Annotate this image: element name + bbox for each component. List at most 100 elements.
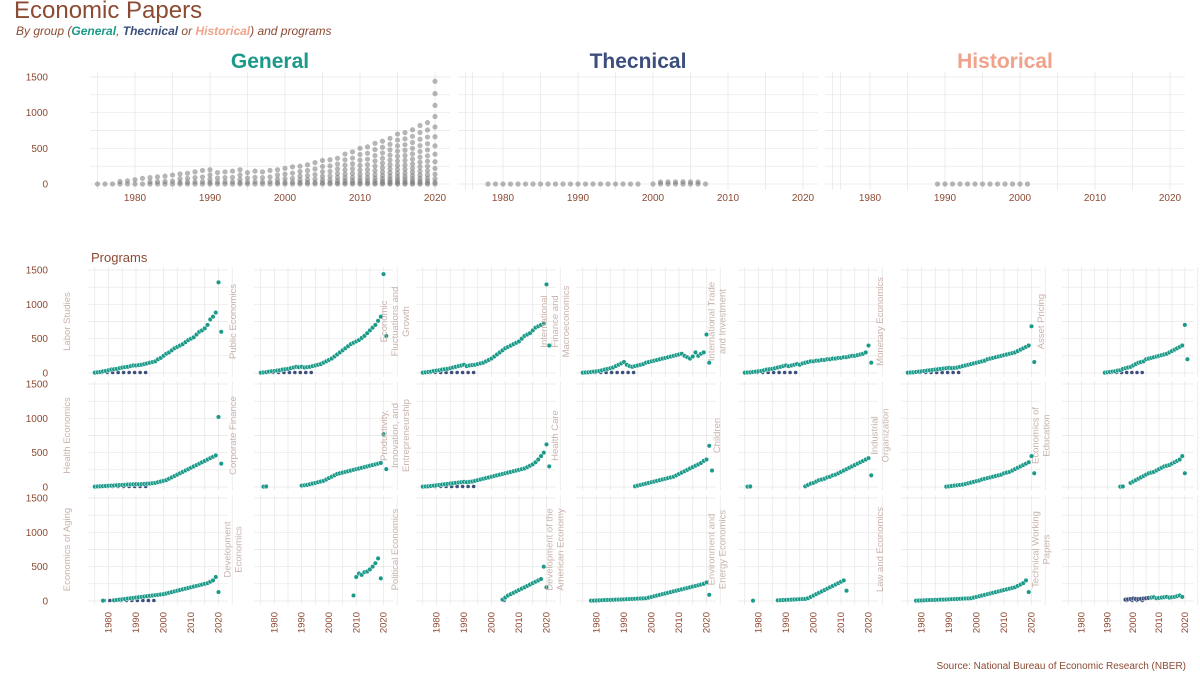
x-tick-label: 2020 xyxy=(1027,612,1038,633)
data-point xyxy=(409,161,416,167)
x-tick-label: 1990 xyxy=(619,612,630,633)
y-tick-label: 500 xyxy=(31,562,48,573)
data-point xyxy=(342,175,348,181)
program-panel-economic-fluctuations-and-growth: EconomicFluctuations andGrowth xyxy=(379,267,561,377)
data-point xyxy=(552,181,559,187)
data-point xyxy=(132,177,138,183)
data-point xyxy=(364,150,371,156)
data-point xyxy=(1120,483,1126,490)
data-point xyxy=(357,157,363,163)
data-point xyxy=(432,159,438,165)
panel-label-development-economics: DevelopmentEconomics xyxy=(223,521,245,577)
panel-label-political-economics: Political Economics xyxy=(390,508,401,590)
panel-label-line: International xyxy=(539,295,550,347)
data-point xyxy=(535,456,541,463)
x-tick-label: 2010 xyxy=(186,612,197,633)
data-point xyxy=(218,329,224,335)
top-panel-historical: 1980 1990 2000 2010 2020 Historical xyxy=(825,50,1185,204)
data-point xyxy=(402,152,408,159)
technical-point xyxy=(1124,370,1129,375)
x-tick-label: 2000 xyxy=(1128,612,1139,633)
data-point xyxy=(865,455,872,461)
data-point xyxy=(282,171,288,177)
technical-point xyxy=(460,484,465,489)
technical-point xyxy=(152,598,156,603)
subtitle-general: General xyxy=(71,24,117,38)
panel-label-line: Development of the xyxy=(545,508,556,590)
data-point xyxy=(424,120,431,126)
panel-label-line: Education xyxy=(1042,414,1053,456)
x-tick-label: 2020 xyxy=(424,193,447,204)
data-point xyxy=(424,127,431,133)
data-point xyxy=(237,176,243,182)
data-point xyxy=(342,167,348,173)
y-tick-label: 1000 xyxy=(26,300,49,311)
data-point xyxy=(543,281,550,287)
data-point xyxy=(507,181,514,187)
panel-label-line: International Trade xyxy=(707,282,718,361)
panel-label-line: Technical Working xyxy=(1031,511,1042,588)
program-panel-industrial-organization: IndustrialOrganization xyxy=(870,381,1046,491)
data-point xyxy=(229,168,236,174)
panel-label-development-of-the-american-economy: Development of theAmerican Economy xyxy=(545,508,567,591)
data-point xyxy=(424,158,431,164)
data-point xyxy=(312,166,318,172)
technical-point xyxy=(793,370,798,375)
data-point xyxy=(210,577,216,583)
x-tick-label: 1990 xyxy=(567,193,590,204)
data-point xyxy=(364,162,371,168)
panel-label-law-and-economics: Law and Economics xyxy=(875,507,886,592)
data-point xyxy=(274,167,281,173)
panel-label-line: Environment and xyxy=(707,514,718,586)
data-point xyxy=(342,151,348,157)
data-point xyxy=(964,181,971,187)
data-point xyxy=(417,142,423,149)
data-point xyxy=(402,136,408,142)
x-tick-label: 1980 xyxy=(917,612,928,633)
data-point xyxy=(383,466,389,472)
data-point xyxy=(229,179,236,185)
data-point xyxy=(541,564,547,570)
data-point xyxy=(394,170,401,176)
panel-label-productivity-innovation-and-entrepreneurship: Productivity,Innovation, andEntrepreneur… xyxy=(379,399,412,472)
data-point xyxy=(364,166,371,173)
data-point xyxy=(214,179,221,185)
data-point xyxy=(192,169,198,175)
data-point xyxy=(402,162,408,168)
panel-label-line: Innovation, and xyxy=(390,403,401,468)
data-point xyxy=(387,166,393,172)
data-point xyxy=(379,169,386,175)
data-point xyxy=(192,175,198,181)
data-point xyxy=(263,483,269,490)
data-point xyxy=(357,175,363,181)
data-point xyxy=(432,176,438,182)
data-point xyxy=(709,467,715,474)
data-point xyxy=(417,122,423,129)
technical-point xyxy=(309,370,314,375)
technical-point xyxy=(460,370,465,375)
data-point xyxy=(342,171,348,177)
data-point xyxy=(582,181,589,187)
panel-label-line: Asset Pricing xyxy=(1036,294,1047,349)
data-point xyxy=(252,168,258,174)
data-point xyxy=(375,318,381,324)
panel-label-line: Development xyxy=(223,521,234,577)
x-tick-label: 2020 xyxy=(702,612,713,633)
panel-label-line: Labor Studies xyxy=(62,292,73,351)
data-point xyxy=(319,173,326,179)
data-point xyxy=(229,174,236,180)
data-point xyxy=(244,175,251,181)
panel-label-line: Productivity, xyxy=(379,410,390,461)
data-point xyxy=(417,148,423,155)
panel-label-international-finance-and-macroeconomics: InternationalFinance andMacroeconomics xyxy=(539,285,572,357)
data-point xyxy=(214,169,221,176)
data-point xyxy=(868,360,874,366)
data-point xyxy=(387,152,393,158)
x-tick-label: 2020 xyxy=(379,612,390,633)
technical-point xyxy=(788,370,792,375)
panel-label-line: Economics of Aging xyxy=(62,508,73,591)
technical-point xyxy=(287,370,292,375)
data-point xyxy=(868,472,874,478)
technical-point xyxy=(956,370,961,375)
